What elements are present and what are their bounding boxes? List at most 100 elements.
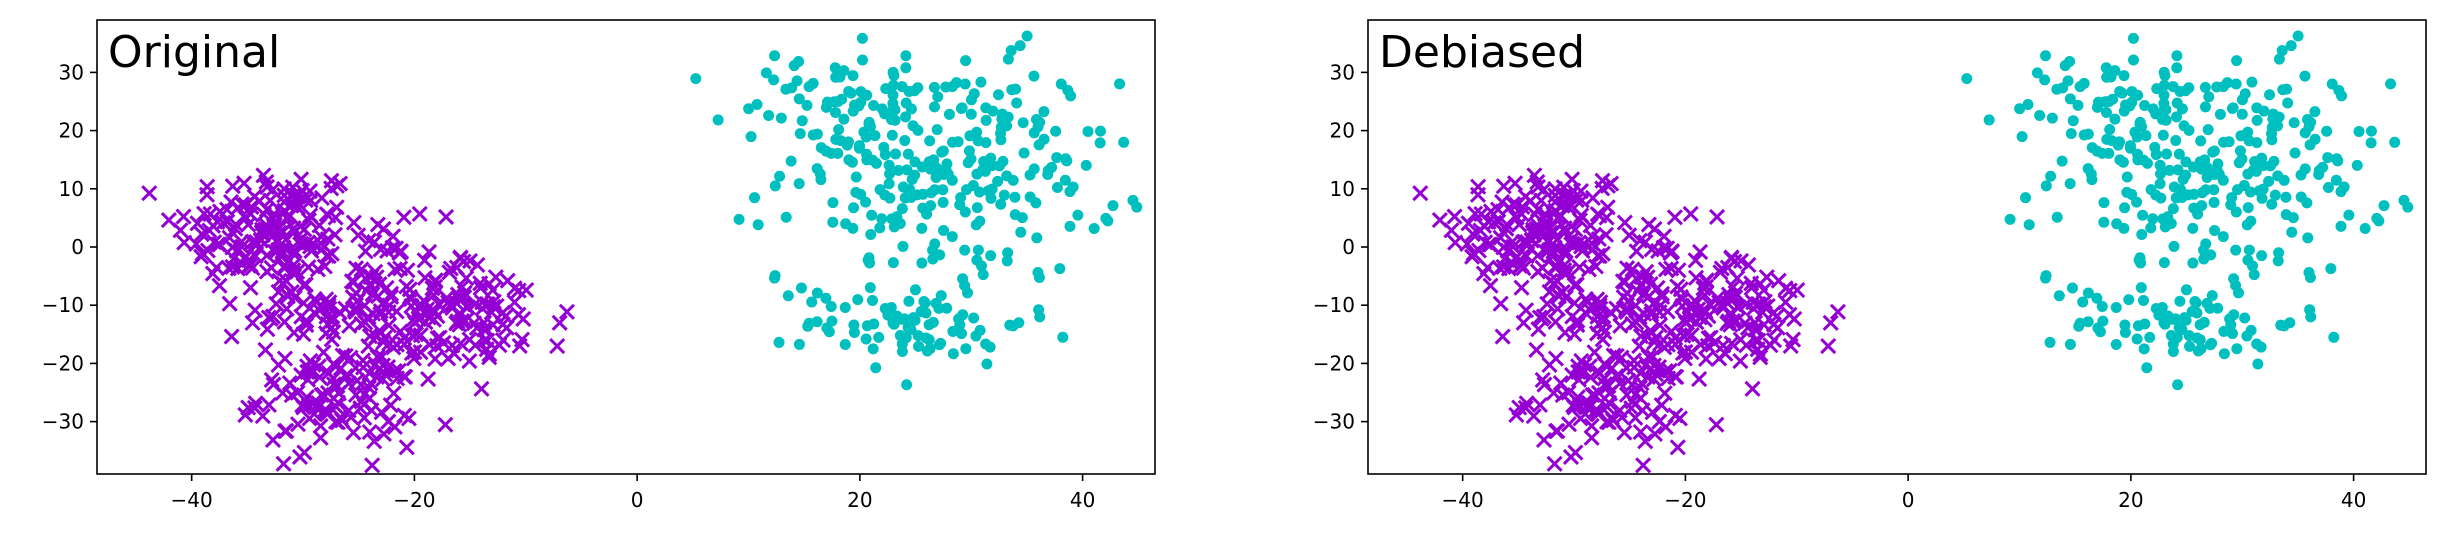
data-point [900, 332, 912, 344]
data-point [1583, 417, 1600, 434]
data-point [807, 129, 819, 141]
data-point [773, 336, 785, 348]
data-point [2082, 163, 2094, 175]
data-point [1632, 423, 1649, 441]
data-point [843, 136, 855, 148]
data-point [2187, 222, 2199, 234]
data-point [431, 329, 448, 346]
data-point [1034, 311, 1046, 323]
data-point [838, 113, 850, 125]
data-point [258, 247, 276, 264]
data-point [860, 333, 872, 345]
data-point [2147, 213, 2159, 225]
data-point [309, 261, 326, 278]
data-point [345, 214, 362, 231]
data-point [2202, 124, 2214, 136]
data-point [901, 164, 913, 176]
data-point [897, 240, 909, 252]
data-point [2198, 316, 2210, 328]
data-point [916, 161, 928, 173]
data-point [2158, 89, 2170, 101]
data-point [843, 154, 855, 166]
data-point [876, 213, 888, 225]
data-point [965, 108, 977, 120]
data-point [2226, 328, 2238, 340]
data-point [1635, 457, 1652, 474]
data-point [270, 356, 287, 373]
data-point [349, 292, 366, 309]
data-point [2119, 319, 2131, 331]
data-point [1657, 261, 1674, 278]
data-point [1784, 331, 1802, 348]
data-point [954, 199, 966, 211]
data-point [420, 370, 437, 388]
data-point [2251, 114, 2263, 126]
data-point [887, 66, 899, 78]
data-point [932, 91, 944, 103]
data-point [1599, 398, 1616, 415]
data-point [353, 261, 370, 278]
panel-debiased: −40 −20 0 20 40 −30 −20 −10 0 10 20 30 Debiased [1313, 19, 2427, 512]
x-tick-label: 0 [631, 488, 644, 512]
data-point [2046, 112, 2058, 124]
data-point [2224, 313, 2236, 325]
data-point [946, 174, 958, 186]
data-point [1529, 173, 1546, 191]
data-point [361, 423, 378, 441]
data-point [2198, 253, 2210, 265]
data-point [1055, 78, 1067, 90]
data-point [2226, 103, 2238, 115]
data-point [1608, 300, 1625, 317]
data-point [1624, 261, 1641, 278]
data-point [1504, 233, 1521, 250]
data-point [2251, 137, 2263, 149]
data-point [973, 186, 985, 198]
data-point [323, 331, 340, 348]
data-point [2231, 55, 2243, 67]
data-point [442, 260, 459, 277]
data-point [774, 170, 786, 182]
data-point [2248, 164, 2260, 176]
data-point [2196, 200, 2208, 212]
data-point [343, 273, 360, 290]
data-point [712, 114, 724, 126]
data-point [328, 398, 345, 415]
data-point [1517, 399, 1534, 416]
data-point [887, 257, 899, 269]
data-point [1752, 275, 1769, 292]
data-point [218, 201, 236, 218]
data-point [1666, 209, 1683, 226]
data-point [284, 179, 301, 196]
data-point [2239, 88, 2251, 100]
data-point [247, 302, 264, 319]
data-point [2257, 183, 2269, 195]
data-point [1657, 363, 1674, 380]
data-point [2014, 103, 2026, 115]
data-point [924, 135, 936, 147]
data-point [861, 154, 873, 166]
data-point [1504, 238, 1522, 255]
data-point [883, 159, 895, 171]
data-point [996, 113, 1008, 125]
data-point [1088, 222, 1100, 234]
data-point [2305, 311, 2317, 323]
data-point [1765, 316, 1782, 333]
data-point [1482, 277, 1499, 294]
data-point [2155, 168, 2167, 180]
data-point [782, 290, 794, 302]
data-point [2145, 222, 2157, 234]
panel-title: Debiased [1379, 27, 1585, 78]
data-point [2242, 202, 2254, 214]
data-point [1536, 206, 1554, 223]
data-point [2167, 81, 2179, 93]
data-point [298, 317, 315, 334]
data-point [873, 331, 885, 343]
data-point [1679, 326, 1696, 343]
data-point [2121, 171, 2133, 183]
data-point [769, 50, 781, 62]
data-point [1018, 147, 1030, 159]
data-point [2040, 50, 2052, 62]
data-point [1577, 291, 1594, 308]
data-point [2171, 62, 2183, 74]
data-point [2170, 313, 2182, 325]
